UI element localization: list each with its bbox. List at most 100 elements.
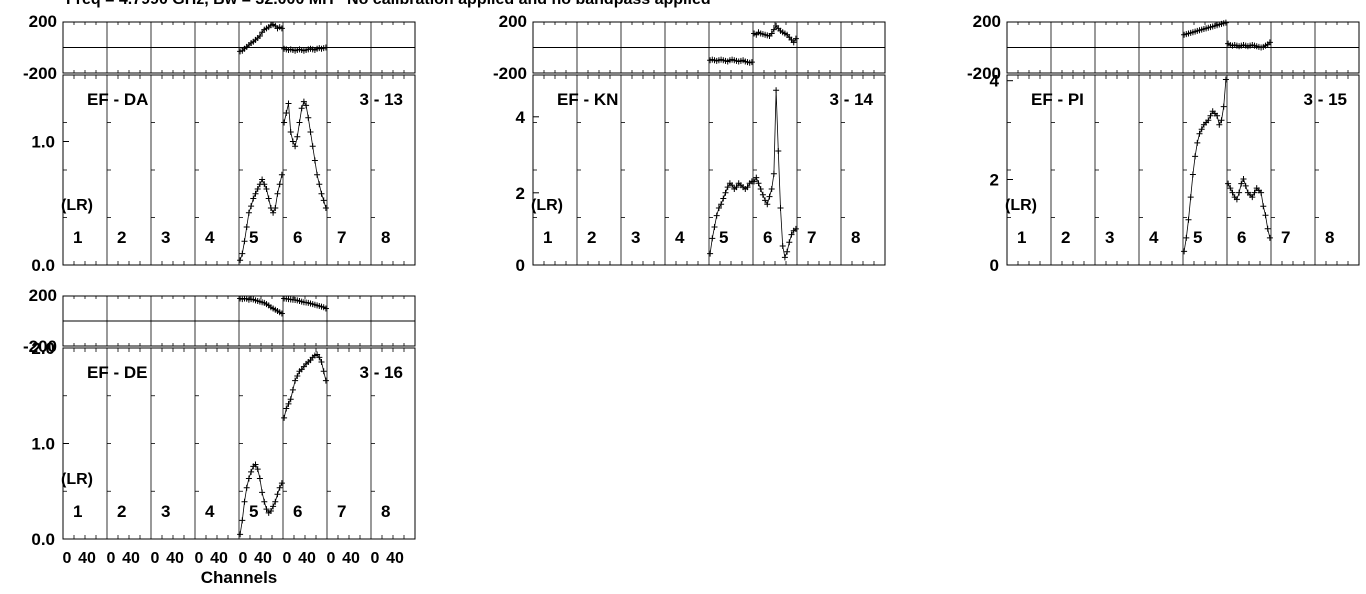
- amplitude-point: [711, 224, 718, 230]
- baseline-title: EF - DE: [87, 363, 147, 382]
- phase-point: [790, 39, 797, 46]
- amplitude-ytick-label: 1.0: [31, 133, 55, 152]
- if-label: 6: [1237, 228, 1246, 247]
- polarization-label: (LR): [1005, 197, 1037, 214]
- amplitude-point: [779, 243, 786, 249]
- channel-tick-label: 0: [327, 550, 336, 567]
- channel-tick-label: 40: [254, 550, 272, 567]
- amplitude-point: [707, 250, 714, 257]
- amplitude-point: [294, 372, 301, 379]
- amplitude-point: [322, 205, 329, 211]
- x-axis-label: Channels: [201, 568, 278, 587]
- if-label: 8: [851, 228, 860, 247]
- amplitude-point: [1187, 194, 1194, 201]
- amplitude-point: [294, 133, 301, 140]
- baseline-number: 3 - 15: [1304, 90, 1347, 109]
- amplitude-point: [1192, 153, 1199, 160]
- amplitude-point: [261, 498, 268, 505]
- amplitude-point: [709, 235, 716, 242]
- amplitude-point: [239, 250, 246, 257]
- if-label: 7: [807, 228, 816, 247]
- amplitude-ytick-label: 0.0: [31, 530, 55, 549]
- amplitude-point: [1225, 180, 1232, 187]
- amplitude-point: [281, 119, 288, 126]
- amplitude-point: [281, 414, 288, 421]
- amplitude-line: [1183, 79, 1227, 252]
- amplitude-point: [1238, 180, 1245, 187]
- if-label: 3: [1105, 228, 1114, 247]
- amplitude-point: [713, 212, 720, 219]
- channel-tick-label: 40: [78, 550, 96, 567]
- amplitude-point: [322, 377, 329, 384]
- baseline-title: EF - DA: [87, 90, 148, 109]
- amplitude-line: [239, 174, 283, 261]
- amplitude-point: [1227, 185, 1234, 192]
- amplitude-point: [757, 186, 764, 192]
- amplitude-point: [276, 484, 283, 491]
- if-label: 4: [205, 502, 215, 521]
- polarization-label: (LR): [61, 197, 93, 214]
- amplitude-point: [267, 508, 274, 515]
- amplitude-point: [287, 129, 294, 135]
- amplitude-point: [261, 181, 268, 188]
- phase-ytick-label: -200: [23, 64, 57, 83]
- amplitude-point: [263, 186, 270, 192]
- if-label: 4: [675, 228, 685, 247]
- amplitude-point: [764, 201, 771, 208]
- amplitude-point: [1189, 171, 1196, 178]
- amplitude-point: [751, 178, 758, 185]
- amplitude-ytick-label: 0.0: [31, 256, 55, 275]
- amplitude-point: [243, 484, 250, 491]
- amplitude-point: [254, 186, 261, 192]
- amplitude-point: [307, 129, 314, 135]
- amplitude-point: [715, 205, 722, 211]
- baseline-number: 3 - 14: [830, 90, 874, 109]
- chart-header: Freq = 4.7990 GHz, Bw = 32.000 MH No cal…: [66, 0, 711, 9]
- if-label: 3: [161, 228, 170, 247]
- amplitude-point: [788, 231, 795, 238]
- phase-point: [256, 33, 263, 40]
- amplitude-point: [786, 239, 793, 246]
- amplitude-point: [1216, 121, 1223, 128]
- amplitude-point: [753, 174, 760, 181]
- if-label: 8: [381, 228, 390, 247]
- amplitude-point: [300, 98, 307, 105]
- amplitude-point: [289, 386, 296, 393]
- amplitude-point: [1233, 196, 1240, 203]
- baseline-title: EF - KN: [557, 90, 618, 109]
- phase-ytick-label: 200: [29, 12, 57, 31]
- phase-point: [748, 59, 755, 66]
- phase-point: [1266, 39, 1273, 46]
- if-label: 8: [381, 502, 390, 521]
- amplitude-ytick-label: 1.0: [31, 435, 55, 454]
- polarization-label: (LR): [61, 471, 93, 488]
- if-label: 8: [1325, 228, 1334, 247]
- amplitude-point: [1207, 112, 1214, 119]
- if-label: 7: [337, 502, 346, 521]
- amplitude-point: [1194, 139, 1201, 146]
- amplitude-point: [245, 475, 252, 482]
- amplitude-point: [278, 480, 285, 487]
- amplitude-point: [1222, 76, 1229, 83]
- phase-point: [1222, 19, 1229, 26]
- amplitude-point: [720, 195, 727, 202]
- amplitude-point: [718, 201, 725, 208]
- amplitude-point: [292, 377, 299, 384]
- amplitude-point: [784, 248, 791, 255]
- if-label: 4: [1149, 228, 1159, 247]
- amplitude-point: [1229, 189, 1236, 196]
- amplitude-point: [1218, 117, 1225, 124]
- baseline-title: EF - PI: [1031, 90, 1084, 109]
- if-label: 7: [1281, 228, 1290, 247]
- amplitude-point: [311, 157, 318, 164]
- if-label: 2: [117, 502, 126, 521]
- amplitude-ytick-label: 2: [516, 184, 525, 203]
- channel-tick-label: 40: [166, 550, 184, 567]
- phase-point: [278, 25, 285, 32]
- phase-ytick-label: 200: [499, 12, 527, 31]
- amplitude-point: [792, 225, 799, 232]
- amplitude-point: [722, 189, 729, 196]
- amplitude-point: [250, 195, 257, 202]
- phase-point: [278, 310, 285, 317]
